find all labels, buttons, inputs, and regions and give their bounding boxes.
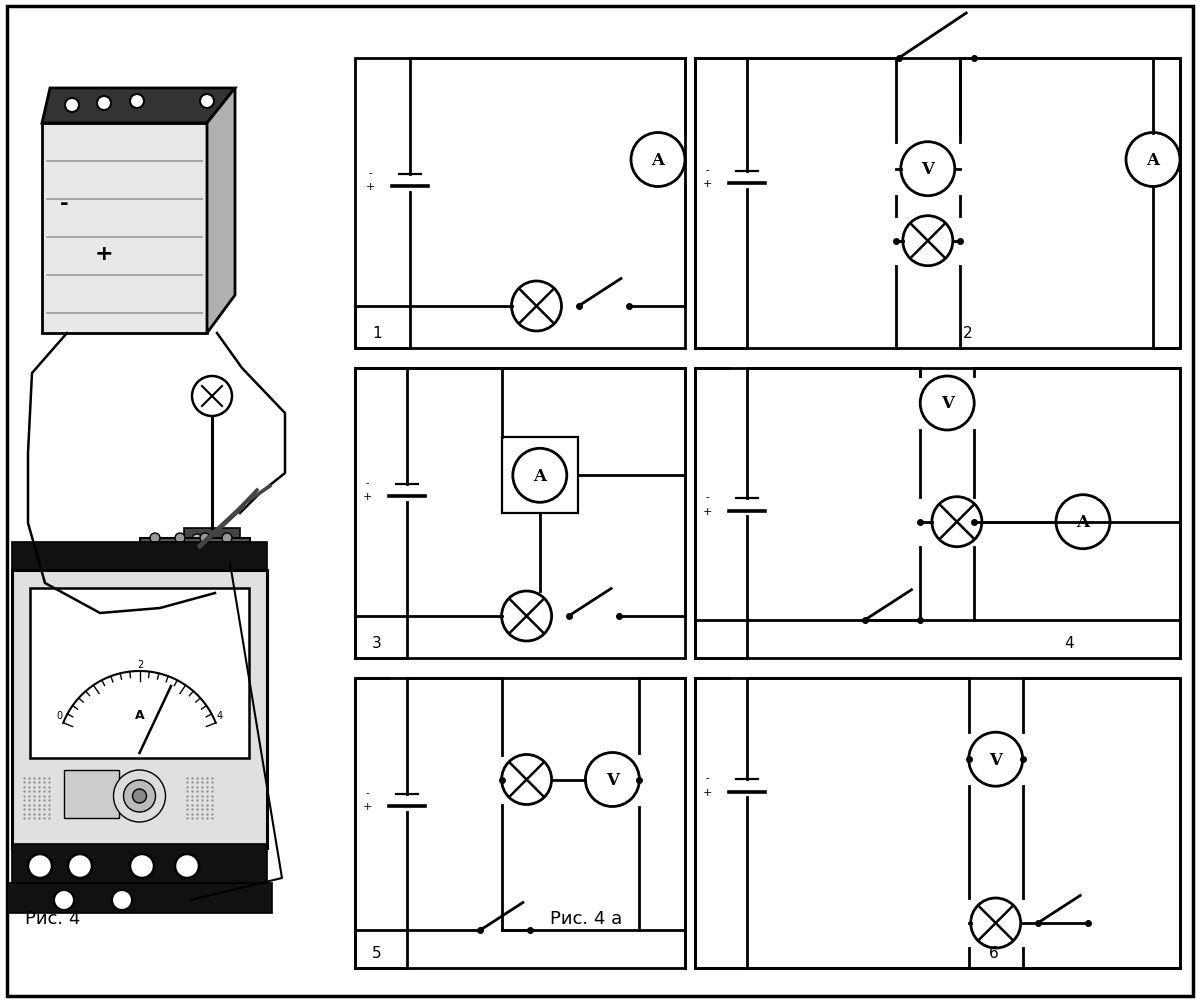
Circle shape <box>175 855 199 878</box>
Text: -: - <box>706 491 709 502</box>
Text: 4: 4 <box>216 710 222 720</box>
Circle shape <box>112 890 132 910</box>
Bar <box>42 124 208 334</box>
Text: Рис. 4 а: Рис. 4 а <box>550 909 623 927</box>
Circle shape <box>502 754 552 804</box>
Text: -: - <box>366 477 370 487</box>
Text: A: A <box>1076 514 1090 531</box>
Circle shape <box>192 376 232 416</box>
Circle shape <box>901 142 955 197</box>
Circle shape <box>222 535 232 545</box>
Polygon shape <box>206 89 235 334</box>
Text: 2: 2 <box>137 659 144 669</box>
Text: +: + <box>703 787 712 797</box>
Circle shape <box>130 95 144 109</box>
Bar <box>695 678 1180 968</box>
Circle shape <box>192 535 202 545</box>
Circle shape <box>1126 133 1180 188</box>
Circle shape <box>175 534 185 544</box>
Text: A: A <box>652 151 665 169</box>
Bar <box>64 770 119 818</box>
Circle shape <box>200 534 210 544</box>
Circle shape <box>968 732 1022 786</box>
Text: 5: 5 <box>372 946 382 961</box>
Circle shape <box>114 770 166 822</box>
Text: +: + <box>366 183 376 193</box>
Text: +: + <box>703 180 712 190</box>
Text: 6: 6 <box>989 946 1000 961</box>
Text: V: V <box>922 161 935 178</box>
Text: A: A <box>533 467 546 484</box>
Text: -: - <box>60 194 68 214</box>
Circle shape <box>65 99 79 113</box>
Text: V: V <box>941 395 954 412</box>
Text: 4: 4 <box>1064 636 1074 651</box>
Text: 3: 3 <box>372 636 382 651</box>
Bar <box>12 571 266 849</box>
Text: +: + <box>95 244 113 264</box>
Circle shape <box>631 133 685 188</box>
Text: 0: 0 <box>56 710 62 720</box>
Circle shape <box>28 855 52 878</box>
Circle shape <box>150 534 160 544</box>
Circle shape <box>54 890 74 910</box>
Polygon shape <box>42 89 235 124</box>
Text: +: + <box>362 801 372 811</box>
Text: A: A <box>134 708 144 721</box>
Text: A: A <box>1146 151 1159 169</box>
Circle shape <box>222 534 232 544</box>
Bar <box>695 369 1180 658</box>
Bar <box>355 678 685 968</box>
Circle shape <box>586 752 640 806</box>
Bar <box>695 59 1180 349</box>
Circle shape <box>130 855 154 878</box>
Bar <box>355 369 685 658</box>
Circle shape <box>200 95 214 109</box>
Circle shape <box>511 282 562 332</box>
Text: -: - <box>368 168 372 178</box>
Bar <box>502 438 578 514</box>
Text: 2: 2 <box>962 326 973 341</box>
Text: Рис. 4: Рис. 4 <box>25 909 80 927</box>
Circle shape <box>1056 495 1110 550</box>
Circle shape <box>124 780 156 812</box>
Circle shape <box>932 497 982 548</box>
Text: +: + <box>703 507 712 517</box>
Text: +: + <box>362 491 372 502</box>
Text: -: - <box>706 164 709 175</box>
Circle shape <box>512 449 566 503</box>
Text: 1: 1 <box>372 326 382 341</box>
Text: -: - <box>706 772 709 782</box>
Bar <box>140 539 250 581</box>
Text: V: V <box>989 751 1002 768</box>
Bar <box>12 845 266 886</box>
Circle shape <box>902 217 953 267</box>
Bar <box>7 883 272 913</box>
Bar <box>12 543 266 571</box>
Circle shape <box>502 592 552 641</box>
Circle shape <box>920 376 974 430</box>
Bar <box>30 589 250 758</box>
Text: -: - <box>366 787 370 797</box>
Bar <box>184 529 240 551</box>
Circle shape <box>971 898 1021 948</box>
Circle shape <box>132 789 146 803</box>
Text: V: V <box>606 771 619 788</box>
Circle shape <box>97 97 112 111</box>
Circle shape <box>68 855 92 878</box>
Bar <box>355 59 685 349</box>
